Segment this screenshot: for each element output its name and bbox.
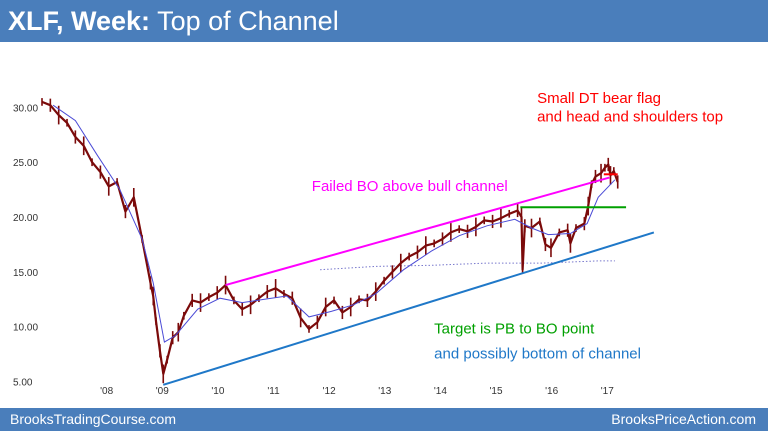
title-bar: XLF, Week: Top of Channel xyxy=(0,0,768,42)
title-description: Top of Channel xyxy=(157,6,339,36)
x-tick-label: '12 xyxy=(323,386,336,397)
x-tick-label: '17 xyxy=(601,386,614,397)
x-tick-label: '16 xyxy=(545,386,558,397)
channel-top-line xyxy=(225,176,610,287)
dotted-average-line xyxy=(320,260,615,271)
chart-series xyxy=(41,98,619,384)
x-axis: '08 '09 '10 '11 '12 '13 '14 '15 '16 '17 xyxy=(100,386,614,397)
x-tick-label: '09 xyxy=(156,386,169,397)
footer-bar: BrooksTradingCourse.com BrooksPriceActio… xyxy=(0,408,768,431)
y-tick-label: 15.00 xyxy=(13,268,38,279)
y-axis: 30.00 25.00 20.00 15.00 10.00 5.00 xyxy=(13,103,38,388)
x-tick-label: '10 xyxy=(211,386,224,397)
y-tick-label: 10.00 xyxy=(13,323,38,334)
footer-right-link[interactable]: BrooksPriceAction.com xyxy=(611,411,756,427)
annotation-text: and possibly bottom of channel xyxy=(434,346,641,363)
y-tick-label: 30.00 xyxy=(13,103,38,114)
y-tick-label: 5.00 xyxy=(13,378,33,389)
annotation-text: Small DT bear flag xyxy=(537,90,661,107)
title-symbol-week: XLF, Week: xyxy=(8,6,151,36)
x-tick-label: '15 xyxy=(489,386,502,397)
channel-bottom-line xyxy=(162,231,655,386)
x-tick-label: '13 xyxy=(378,386,391,397)
annotation-text: Failed BO above bull channel xyxy=(312,178,508,195)
chart-annotations: Small DT bear flag and head and shoulders… xyxy=(312,90,723,362)
x-tick-label: '08 xyxy=(100,386,113,397)
y-tick-label: 20.00 xyxy=(13,213,38,224)
annotation-text: Target is PB to BO point xyxy=(434,320,595,337)
moving-average-line xyxy=(52,104,616,343)
x-tick-label: '11 xyxy=(267,386,280,397)
x-tick-label: '14 xyxy=(434,386,447,397)
footer-left-link[interactable]: BrooksTradingCourse.com xyxy=(10,411,176,427)
y-tick-label: 25.00 xyxy=(13,158,38,169)
slide-title: XLF, Week: Top of Channel xyxy=(8,3,339,39)
annotation-text: and head and shoulders top xyxy=(537,109,723,126)
trend-lines xyxy=(162,173,655,386)
